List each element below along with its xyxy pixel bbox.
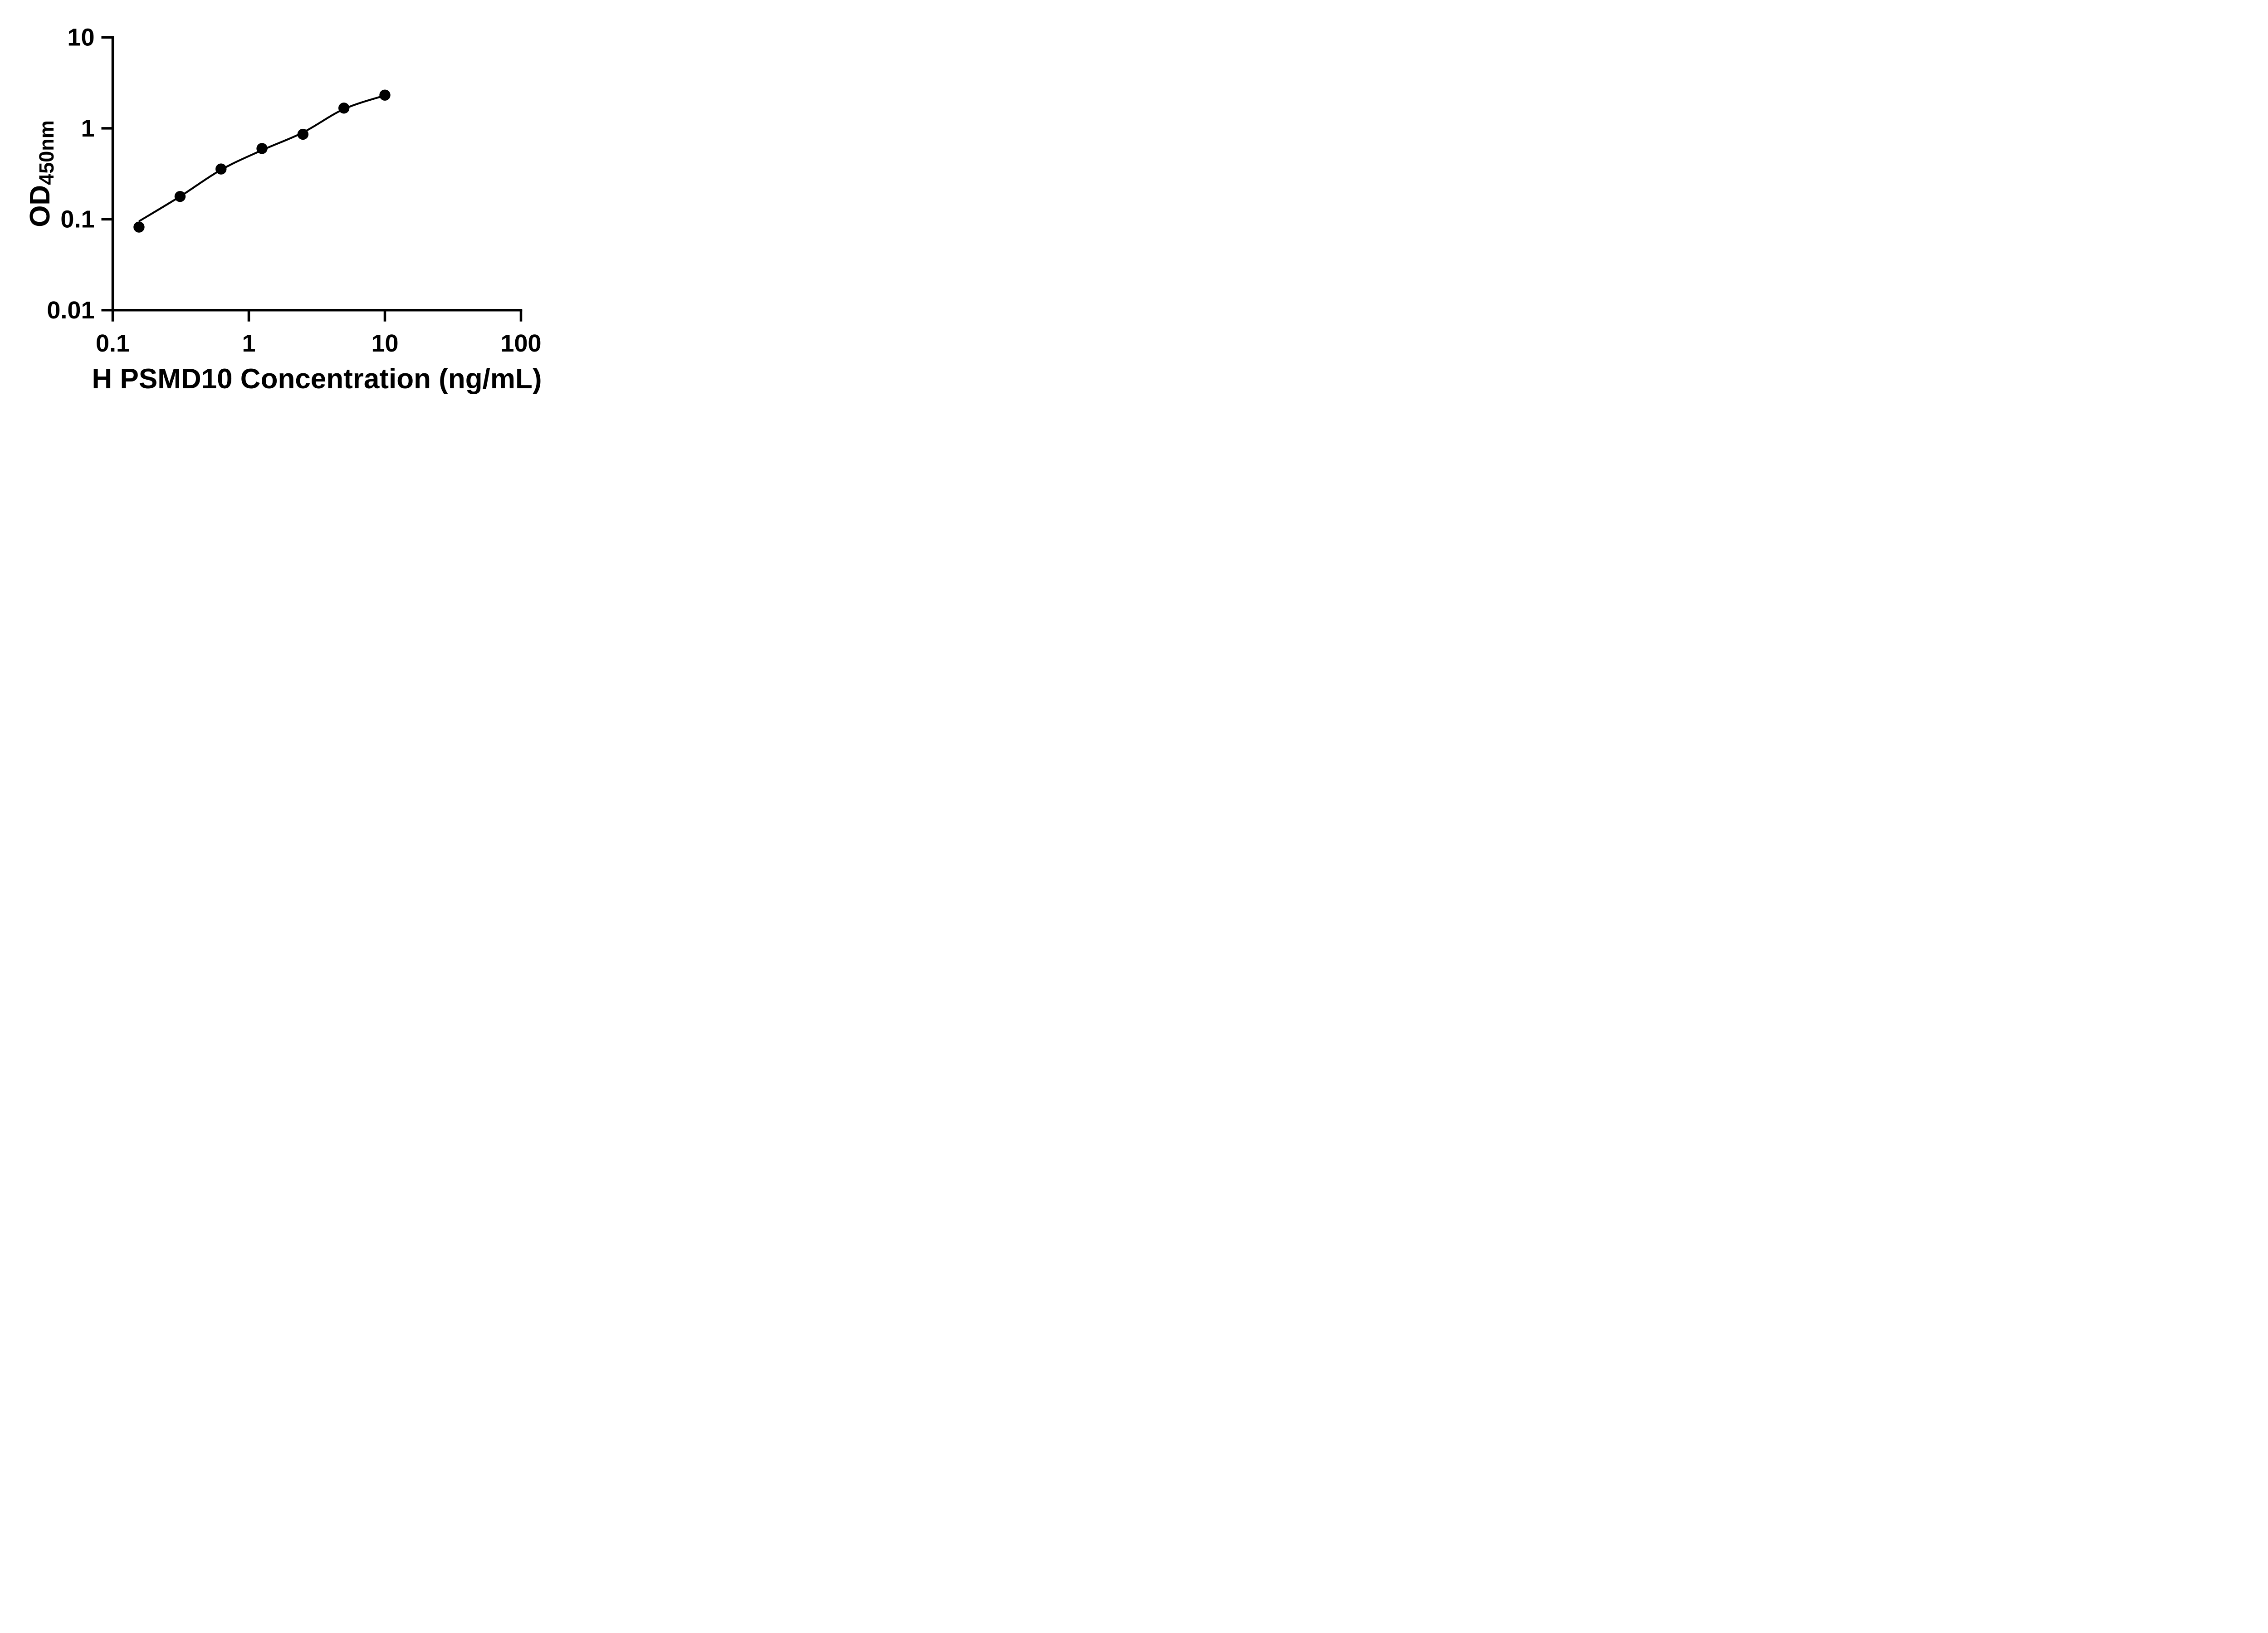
data-points-layer (133, 89, 391, 233)
x-tick-label: 10 (371, 330, 398, 357)
data-point (379, 89, 391, 101)
x-tick-label: 0.1 (96, 330, 130, 357)
data-point (215, 163, 227, 175)
figure-canvas: 0.01 0.1 1 10 0.1 1 10 100 H PSMD10 Concentrati… (0, 0, 583, 408)
fit-curve (138, 94, 386, 222)
y-axis-title: OD450nm (24, 120, 58, 227)
y-tick-label: 10 (67, 24, 94, 51)
data-point (297, 128, 309, 140)
x-tick-label: 100 (500, 330, 541, 357)
y-tick-label: 1 (81, 115, 94, 142)
data-point (133, 221, 145, 233)
x-axis-title: H PSMD10 Concentration (ng/mL) (92, 363, 542, 395)
y-axis-title-main: OD (24, 185, 56, 227)
data-point (338, 103, 350, 114)
y-tick-label: 0.01 (47, 297, 94, 324)
data-point (256, 143, 268, 154)
data-point (174, 191, 186, 202)
y-tick-label: 0.1 (60, 205, 94, 233)
fit-curve-layer (138, 94, 386, 222)
x-tick-label: 1 (242, 330, 255, 357)
y-axis-title-subscript: 450nm (35, 120, 58, 185)
